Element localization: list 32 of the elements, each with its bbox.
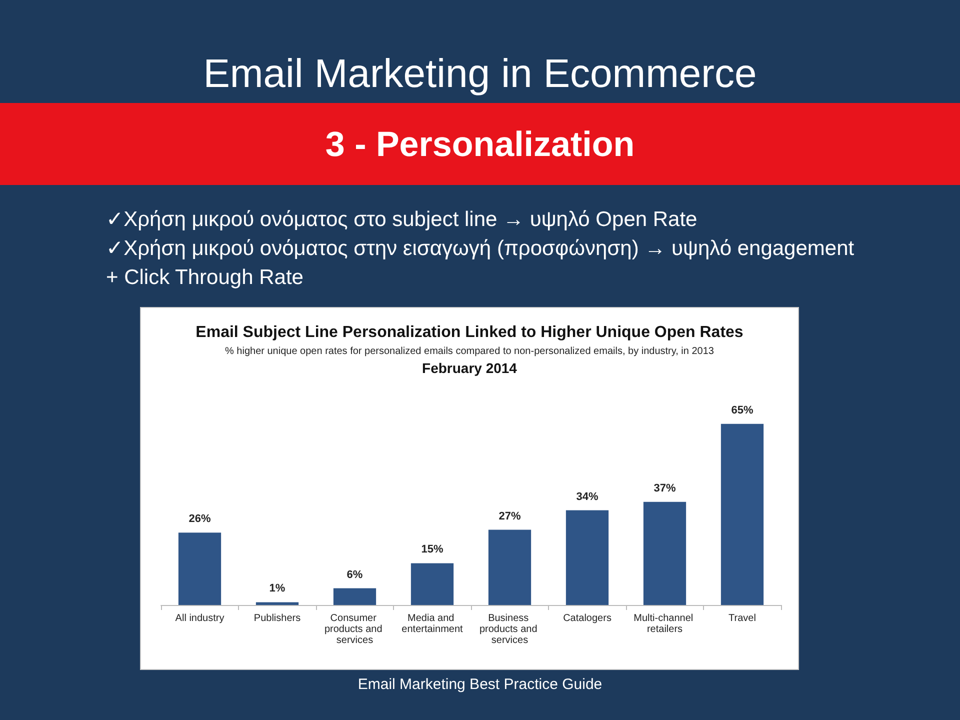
x-tick-label: Media and entertainment [402, 613, 464, 635]
data-label: 6% [346, 568, 363, 581]
chart-title: Email Subject Line Personalization Linked to Higher Unique Open Rates [194, 324, 744, 342]
data-label: 1% [269, 582, 286, 595]
chart-subtitle: % higher unique open rates for personalized emails compared to non-personalized emails, by industry, in 2013 [224, 346, 715, 357]
bar [410, 563, 454, 605]
x-tick-label: Travel [728, 613, 756, 624]
text: Email Marketing in Ecommerce [202, 51, 758, 98]
data-label: 26% [188, 513, 211, 526]
data-label: 15% [421, 544, 444, 556]
x-tick-label: Publishers [254, 613, 301, 624]
data-label: 37% [654, 482, 676, 494]
bar [333, 588, 376, 605]
data-label: 65% [731, 404, 754, 416]
x-tick-label: Catalogers [563, 613, 612, 624]
bar [720, 424, 764, 605]
bar [488, 530, 532, 605]
x-tick-label: Multi-channel retailers [634, 613, 696, 635]
text: February 2014 [421, 360, 518, 376]
bar [566, 510, 609, 605]
x-tick-label: All industry [175, 613, 224, 624]
data-label: 34% [576, 490, 598, 503]
text: ✓Χρήση μικρού ονόματος στην εισαγωγή (προσφώνηση) → υψηλό engagement + Click Through Rate [106, 236, 856, 291]
bar [643, 502, 686, 605]
x-tick-label: Consumer products and services [324, 613, 386, 646]
text: Email Marketing Best Practice Guide [356, 676, 604, 693]
text: ✓Χρήση μικρού ονόματος στο subject line → υψηλό Open Rate [106, 207, 698, 233]
data-label: 27% [498, 510, 521, 522]
x-tick-label: Business products and services [479, 613, 540, 646]
text: 3 - Personalization [324, 125, 636, 165]
bar [178, 532, 222, 605]
bar [256, 602, 299, 605]
